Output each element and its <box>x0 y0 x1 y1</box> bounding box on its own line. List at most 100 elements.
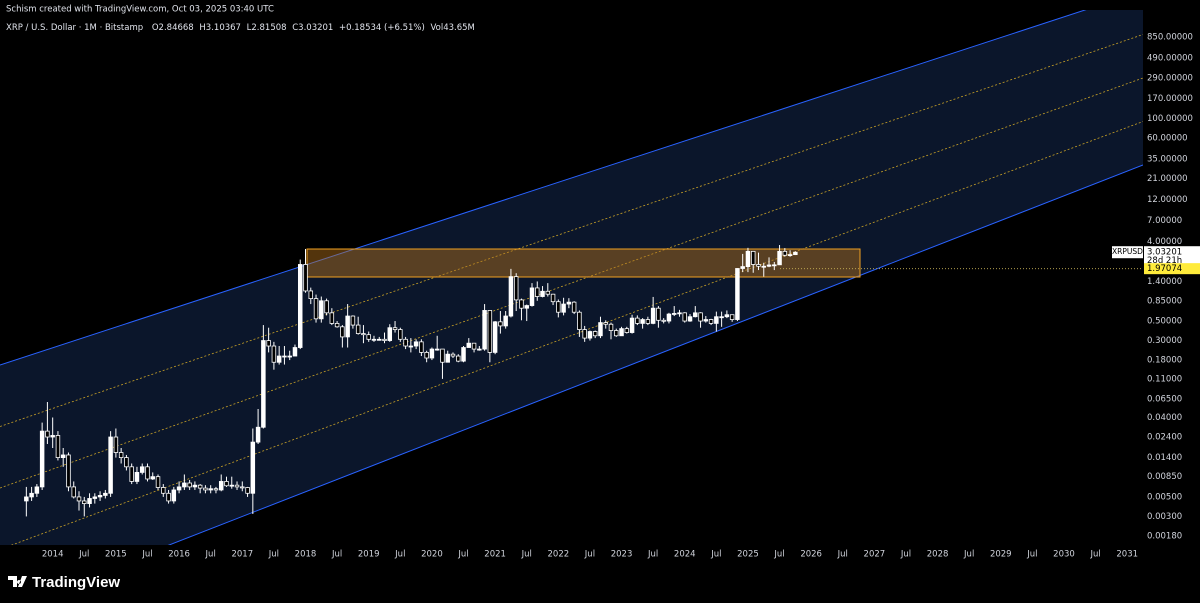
candle-body <box>787 254 793 256</box>
x-tick-label: 2029 <box>990 550 1012 560</box>
candle-body <box>703 319 709 322</box>
symbol-badge <box>1112 246 1143 259</box>
candle-body <box>282 355 287 358</box>
candle-body <box>698 312 703 322</box>
candle-body <box>629 317 635 333</box>
candle-body <box>540 290 545 297</box>
channel-mid-line <box>0 34 1143 427</box>
chart-title: XRP / U.S. Dollar · 1M · Bitstamp <box>6 23 143 33</box>
x-tick-label: 2022 <box>548 550 570 560</box>
candle-body <box>513 276 519 301</box>
candle-body <box>645 319 651 324</box>
channel-upper <box>0 10 1087 366</box>
candle-body <box>608 323 614 331</box>
candle-body <box>387 327 393 341</box>
x-tick-label: Jul <box>331 550 342 560</box>
y-tick-label: 12.00000 <box>1147 195 1188 205</box>
x-tick-label: 2023 <box>611 550 633 560</box>
candle-body <box>166 492 171 502</box>
candle-body <box>139 466 145 473</box>
candle-body <box>535 287 540 297</box>
candle-body <box>756 264 761 267</box>
y-tick-label: 7.00000 <box>1147 216 1182 226</box>
candle-body <box>708 319 714 324</box>
x-tick-label: Jul <box>963 550 974 560</box>
candle-body <box>124 457 129 468</box>
x-tick-label: 2019 <box>358 550 380 560</box>
candle-body <box>218 481 224 491</box>
candle-body <box>192 484 198 488</box>
x-tick-label: Jul <box>710 550 721 560</box>
watermark: Schism created with TradingView.com, Oct… <box>6 5 274 15</box>
candle-body <box>735 268 740 320</box>
candle-body <box>434 348 440 351</box>
candle-body <box>719 316 724 319</box>
candle-body <box>24 496 29 502</box>
candle-body <box>561 303 566 313</box>
candle-body <box>487 310 493 353</box>
candle-body <box>598 322 603 337</box>
candle-body <box>677 312 682 315</box>
candle-body <box>614 330 619 337</box>
candle-body <box>766 264 772 267</box>
y-tick-label: 100.00000 <box>1147 114 1193 124</box>
candle-body <box>519 299 524 309</box>
x-tick-label: Jul <box>647 550 658 560</box>
candle-body <box>66 454 71 488</box>
candle-body <box>71 486 76 498</box>
x-tick-label: 2030 <box>1053 550 1075 560</box>
x-tick-label: Jul <box>521 550 532 560</box>
x-tick-label: 2015 <box>105 550 127 560</box>
candle-body <box>340 326 345 338</box>
candle-body <box>661 319 666 322</box>
candle-body <box>92 496 98 499</box>
x-tick-label: 2028 <box>927 550 949 560</box>
candle-body <box>740 266 745 269</box>
x-tick-label: Jul <box>1026 550 1037 560</box>
y-tick-label: 0.06500 <box>1147 394 1182 404</box>
candle-body <box>76 496 82 502</box>
x-tick-label: Jul <box>141 550 152 560</box>
x-tick-label: Jul <box>457 550 468 560</box>
candle-body <box>693 312 698 318</box>
candle-body <box>592 331 598 337</box>
ohlc-high: H3.10367 <box>199 23 241 33</box>
symbol-label: XRPUSD <box>1112 247 1143 256</box>
candle-body <box>729 314 735 320</box>
candle-body <box>772 264 777 267</box>
candle-body <box>308 290 314 299</box>
candle-body <box>87 498 92 504</box>
candle-body <box>197 484 203 489</box>
ohlc-low: L2.81508 <box>247 23 287 33</box>
y-tick-label: 0.85000 <box>1147 296 1182 306</box>
candle-body <box>545 290 551 295</box>
brand-name: TradingView <box>32 574 120 591</box>
candle-body <box>350 315 356 326</box>
candle-body <box>761 265 766 268</box>
candle-body <box>155 476 161 488</box>
candle-body <box>587 331 593 339</box>
candle-body <box>640 319 645 324</box>
candle-body <box>276 355 282 363</box>
y-tick-label: 0.00850 <box>1147 472 1182 482</box>
candle-body <box>287 355 292 358</box>
y-tick-label: 0.00300 <box>1147 512 1182 522</box>
y-tick-label: 0.04000 <box>1147 413 1182 423</box>
y-tick-label: 0.11000 <box>1147 374 1182 384</box>
candle-body <box>245 487 250 494</box>
candle-body <box>176 486 182 491</box>
x-tick-label: Jul <box>584 550 595 560</box>
candle-body <box>782 250 788 256</box>
y-tick-label: 1.40000 <box>1147 277 1182 287</box>
x-tick-label: Jul <box>837 550 848 560</box>
ohlc-open: O2.84668 <box>152 23 194 33</box>
resistance-zone <box>306 248 861 278</box>
candles <box>24 245 798 517</box>
candle-body <box>203 487 208 491</box>
candle-body <box>492 321 498 353</box>
candle-body <box>324 300 329 314</box>
candle-body <box>271 345 277 363</box>
y-tick-label: 0.18000 <box>1147 356 1182 366</box>
x-tick-label: 2027 <box>864 550 886 560</box>
